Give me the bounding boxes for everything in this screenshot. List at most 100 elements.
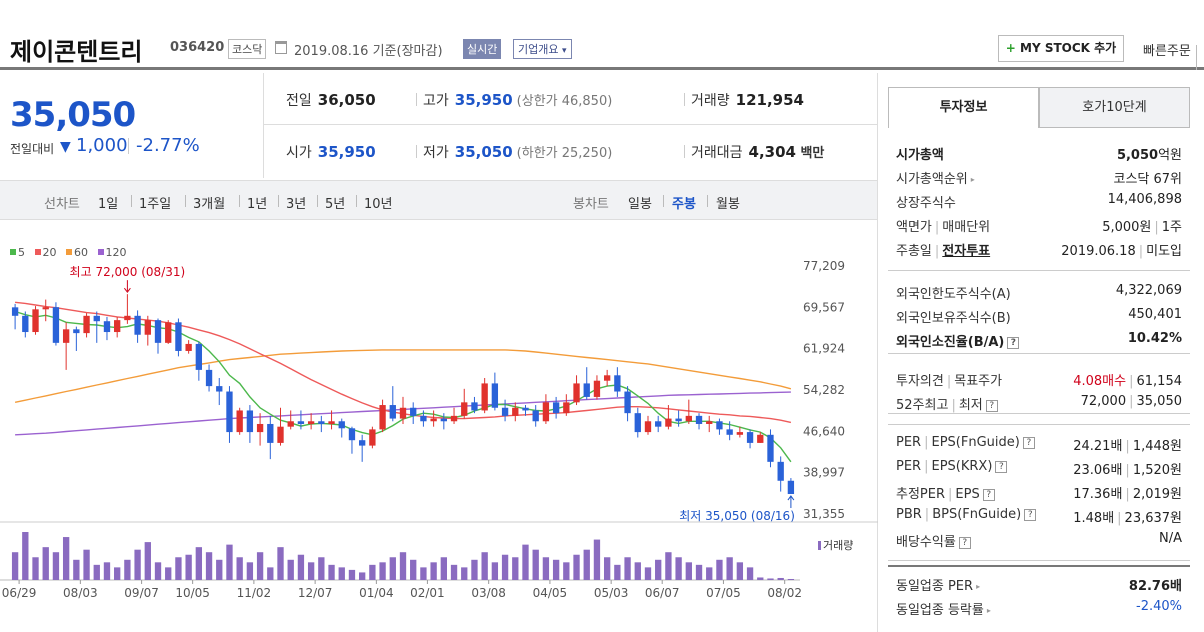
- my-stock-add-button[interactable]: + MY STOCK 추가: [998, 35, 1124, 62]
- panel-divider: [877, 73, 878, 632]
- label: 투자의견 | 목표주가: [896, 370, 1002, 389]
- target-value: 61,154: [1136, 374, 1183, 389]
- label[interactable]: 시가총액순위 ▸: [896, 168, 975, 187]
- label-text: 목표주가: [954, 374, 1003, 389]
- volume-bar: [73, 559, 80, 580]
- help-icon[interactable]: ?: [982, 489, 995, 501]
- header-divider: [1196, 45, 1204, 70]
- candle-body: [307, 421, 315, 424]
- lower-limit: (하한가 25,250): [516, 146, 613, 161]
- current-price: 35,050: [10, 95, 136, 135]
- candle-body: [675, 418, 682, 422]
- volume-bar: [685, 562, 692, 580]
- candle-monthly[interactable]: 월봉: [716, 197, 740, 212]
- price-chart[interactable]: 77,209 69,567 61,924 54,282 46,640 38,997 31,3…: [0, 222, 878, 632]
- candle-body: [62, 329, 70, 343]
- divider: [416, 93, 417, 106]
- period-1y[interactable]: 1년: [247, 197, 268, 212]
- evote-link[interactable]: 전자투표: [942, 244, 991, 259]
- value: 10.42%: [1127, 331, 1182, 346]
- company-info-label: 기업개요: [518, 43, 559, 56]
- value: 4.08매수 | 61,154: [1073, 370, 1182, 389]
- value: 5,000원 | 1주: [1102, 216, 1182, 235]
- volume-bar: [624, 557, 631, 580]
- help-icon[interactable]: ?: [1024, 509, 1037, 521]
- period-3m[interactable]: 3개월: [193, 197, 226, 212]
- value-text: 1주: [1161, 220, 1182, 235]
- y-tick-label: 38,997: [803, 466, 845, 480]
- value: 2019.06.18 | 미도입: [1061, 240, 1182, 259]
- value: -2.40%: [1136, 599, 1182, 614]
- period-1d[interactable]: 1일: [98, 197, 119, 212]
- x-tick-label: 06/29: [2, 586, 37, 600]
- volume-bar: [307, 562, 315, 580]
- candle-body: [175, 322, 182, 351]
- value-text: 5,000원: [1102, 220, 1152, 235]
- calendar-icon: [275, 41, 287, 54]
- y-tick-label: 61,924: [803, 342, 845, 356]
- divider: |: [934, 220, 940, 235]
- volume-bar: [114, 567, 121, 580]
- help-icon[interactable]: ?: [995, 461, 1008, 473]
- row-52week: 52주최고 | 최저? 72,000 | 35,050: [896, 394, 1182, 416]
- volume-bar: [665, 552, 672, 580]
- help-icon[interactable]: ?: [985, 400, 998, 412]
- stats-row-2: 시가 35,950 저가 35,050 (하한가 25,250) 거래대금 4,304 …: [264, 125, 878, 177]
- candle-body: [695, 415, 703, 424]
- tab-investment-info[interactable]: 투자정보: [888, 87, 1039, 128]
- value-text: 24.21배: [1073, 439, 1123, 454]
- label[interactable]: 동일업종 등락률 ▸: [896, 599, 991, 618]
- volume-bar: [297, 554, 305, 580]
- candle-body: [205, 369, 213, 387]
- volume-bar: [716, 559, 723, 580]
- divider: |: [946, 374, 952, 389]
- candle-body: [450, 415, 458, 422]
- help-icon[interactable]: ?: [1022, 437, 1035, 449]
- divider: [128, 138, 129, 154]
- divider: [185, 195, 186, 207]
- quick-order-button[interactable]: 빠른주문: [1143, 44, 1191, 59]
- period-5y[interactable]: 5년: [325, 197, 346, 212]
- tab-orderbook[interactable]: 호가10단계: [1039, 87, 1190, 128]
- candle-body: [542, 402, 550, 422]
- volume-bar: [655, 559, 662, 580]
- stat-low: 저가 35,050 (하한가 25,250): [416, 142, 612, 162]
- volume-bar: [226, 544, 233, 580]
- candle-body: [777, 461, 784, 481]
- value: 72,000 | 35,050: [1081, 394, 1182, 409]
- divider: [317, 195, 318, 207]
- period-10y[interactable]: 10년: [364, 197, 393, 212]
- candle-body: [787, 480, 795, 495]
- value-text: 72,000: [1080, 394, 1127, 409]
- volume-bar: [256, 552, 264, 580]
- candle-body: [603, 375, 611, 381]
- volume-bar: [93, 564, 100, 580]
- divider: |: [1117, 511, 1122, 526]
- value: 82.76배: [1128, 579, 1182, 594]
- candle-body: [481, 383, 488, 411]
- basis-date: 2019.08.16 기준(장마감): [294, 40, 443, 59]
- help-icon[interactable]: ?: [1007, 337, 1020, 349]
- volume-bar: [389, 557, 396, 580]
- candle-body: [369, 429, 376, 446]
- stock-code: 036420: [170, 40, 225, 55]
- row-market-cap: 시가총액 5,050억원: [896, 144, 1182, 166]
- period-3y[interactable]: 3년: [286, 197, 307, 212]
- candle-body: [491, 383, 499, 408]
- candle-body: [318, 421, 325, 424]
- candle-body: [614, 375, 621, 392]
- realtime-button[interactable]: 실시간: [463, 39, 502, 59]
- label-text: PBR: [896, 507, 922, 522]
- volume-bar: [512, 557, 519, 580]
- divider: |: [1154, 220, 1159, 235]
- help-icon[interactable]: ?: [958, 537, 971, 549]
- candle-weekly[interactable]: 주봉: [672, 197, 696, 212]
- volume-bar: [695, 564, 703, 580]
- volume-bar: [481, 552, 488, 580]
- x-tick-label: 03/08: [471, 586, 506, 600]
- opinion-value: 4.08매수: [1073, 374, 1127, 389]
- label[interactable]: 동일업종 PER ▸: [896, 575, 980, 594]
- company-info-dropdown[interactable]: 기업개요 ▾: [513, 39, 572, 59]
- period-1w[interactable]: 1주일: [139, 197, 172, 212]
- candle-daily[interactable]: 일봉: [628, 197, 652, 212]
